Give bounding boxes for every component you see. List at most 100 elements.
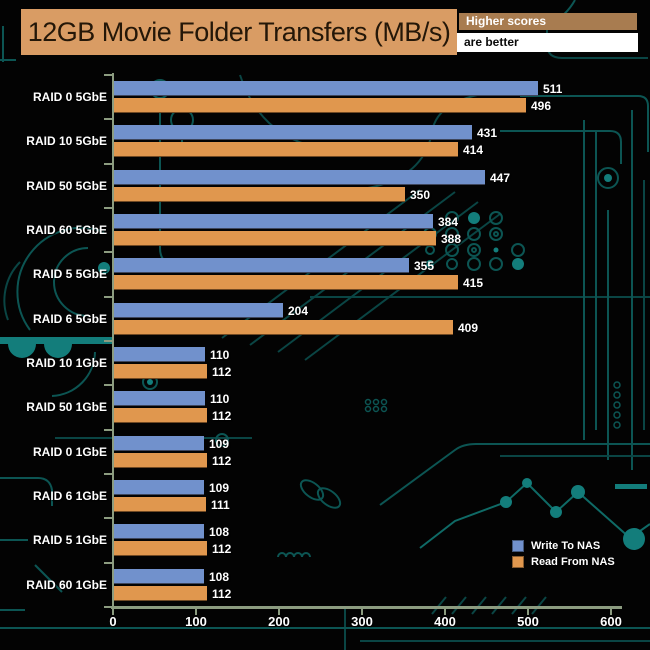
x-axis-tick-label: 500 [517,614,539,629]
bar-read-from-nas [114,497,206,512]
bar-read-from-nas [114,320,453,335]
y-axis-tick [104,429,113,431]
value-label: 414 [463,143,484,157]
x-axis-tick [278,609,280,615]
y-axis-tick [104,473,113,475]
category-label: RAID 5 5GbE [32,267,107,281]
y-axis-tick [104,606,113,608]
y-axis-tick [104,163,113,165]
x-axis-tick [527,609,529,615]
value-label: 409 [458,321,479,335]
bar-read-from-nas [114,364,207,379]
note-are-better: are better [457,33,638,52]
x-axis-tick-label: 400 [434,614,456,629]
category-label: RAID 10 1GbE [26,356,107,370]
bar-write-to-nas [114,347,205,362]
chart-title-box: 12GB Movie Folder Transfers (MB/s) [21,9,457,55]
value-label: 109 [209,481,230,495]
value-label: 355 [414,259,435,273]
value-label: 108 [209,570,230,584]
value-label: 109 [209,437,230,451]
category-label: RAID 60 5GbE [26,223,107,237]
legend: Write To NAS Read From NAS [512,540,615,572]
bar-write-to-nas [114,391,205,406]
bar-write-to-nas [114,214,433,229]
y-axis-tick [104,74,113,76]
value-label: 110 [210,392,230,406]
bar-read-from-nas [114,275,458,290]
y-axis-line [112,73,114,609]
y-axis-tick [104,340,113,342]
legend-item-read: Read From NAS [512,556,615,568]
x-axis-tick-label: 0 [109,614,117,629]
value-label: 204 [288,304,309,318]
legend-item-write: Write To NAS [512,540,615,552]
value-label: 388 [441,232,462,246]
bar-write-to-nas [114,569,204,584]
bar-write-to-nas [114,524,204,539]
x-axis-tick [112,609,114,615]
bar-read-from-nas [114,408,207,423]
value-label: 112 [212,409,232,423]
value-label: 384 [438,215,459,229]
bar-read-from-nas [114,98,526,113]
y-axis-tick [104,207,113,209]
value-label: 110 [210,348,230,362]
x-axis-tick-label: 200 [268,614,290,629]
legend-swatch-write [512,540,524,552]
x-axis-tick [444,609,446,615]
x-axis-tick-label: 100 [185,614,207,629]
category-label: RAID 0 1GbE [32,445,107,459]
category-label: RAID 10 5GbE [26,134,107,148]
category-label: RAID 6 1GbE [32,489,107,503]
bar-write-to-nas [114,81,538,96]
y-axis-tick [104,384,113,386]
y-axis-tick [104,517,113,519]
bar-read-from-nas [114,586,207,601]
value-label: 350 [410,188,431,202]
bar-read-from-nas [114,187,405,202]
bar-read-from-nas [114,142,458,157]
x-axis-tick [195,609,197,615]
bar-write-to-nas [114,258,409,273]
bar-write-to-nas [114,170,485,185]
value-label: 111 [211,498,230,512]
y-axis-tick [104,251,113,253]
value-label: 112 [212,542,232,556]
y-axis-tick [104,562,113,564]
chart-title: 12GB Movie Folder Transfers (MB/s) [27,16,451,47]
value-label: 112 [212,365,232,379]
y-axis-tick [104,118,113,120]
bar-write-to-nas [114,303,283,318]
category-label: RAID 60 1GbE [26,578,107,592]
category-label: RAID 6 5GbE [32,312,107,326]
value-label: 108 [209,525,230,539]
bar-write-to-nas [114,436,204,451]
value-label: 112 [212,454,232,468]
y-axis-tick [104,296,113,298]
legend-label-read: Read From NAS [531,556,615,568]
bar-write-to-nas [114,125,472,140]
category-label: RAID 50 5GbE [26,179,107,193]
value-label: 496 [531,99,552,113]
category-label: RAID 0 5GbE [32,90,107,104]
bar-read-from-nas [114,541,207,556]
value-label: 415 [463,276,484,290]
x-axis-tick-label: 600 [600,614,622,629]
note-higher-scores: Higher scores [459,13,637,30]
category-label: RAID 50 1GbE [26,400,107,414]
x-axis-line [111,606,622,609]
value-label: 112 [212,587,232,601]
category-label: RAID 5 1GbE [32,533,107,547]
x-axis-tick [361,609,363,615]
legend-label-write: Write To NAS [531,540,601,552]
value-label: 447 [490,171,511,185]
value-label: 511 [543,82,563,96]
legend-swatch-read [512,556,524,568]
x-axis-tick-label: 300 [351,614,373,629]
bar-read-from-nas [114,231,436,246]
value-label: 431 [477,126,498,140]
x-axis-tick [610,609,612,615]
